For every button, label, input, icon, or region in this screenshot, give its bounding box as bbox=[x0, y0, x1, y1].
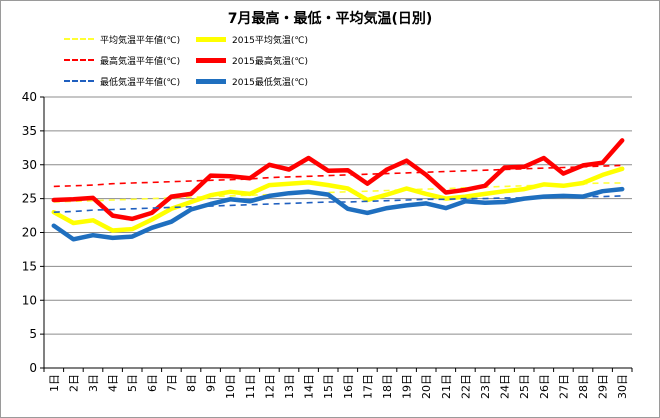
legend-item-min-2015: 2015最低気温(℃) bbox=[196, 72, 308, 90]
xtick-label-13: 13日 bbox=[283, 374, 296, 399]
legend-label-min-2015: 2015最低気温(℃) bbox=[232, 77, 309, 88]
xtick-label-2: 2日 bbox=[67, 374, 80, 392]
xtick-label-28: 28日 bbox=[577, 374, 590, 399]
legend-swatch-avg-normal bbox=[64, 38, 94, 40]
xtick-label-5: 5日 bbox=[126, 374, 139, 392]
axes: 0 5 10 15 20 25 30 35 40 1日 2日 3日 4日 5日 6日 7日 8日 9日 10日 11日… bbox=[22, 90, 633, 399]
legend-label-max-normal: 最高気温平年値(℃) bbox=[100, 56, 181, 67]
xtick-label-8: 8日 bbox=[185, 374, 198, 392]
legend-swatch-min-2015 bbox=[196, 78, 226, 84]
legend-label-avg-2015: 2015平均気温(℃) bbox=[232, 35, 309, 46]
legend-swatch-max-2015 bbox=[196, 57, 226, 63]
chart-legend: 平均気温平年値(℃) 2015平均気温(℃) 最高気温平年値(℃) 2015最高… bbox=[0, 0, 660, 95]
xtick-label-7: 7日 bbox=[165, 374, 178, 392]
chart-title: 7月最高・最低・平均気温(日別) bbox=[227, 11, 433, 27]
xtick-label-29: 29日 bbox=[597, 374, 610, 399]
ytick-label-25: 25 bbox=[22, 192, 37, 206]
legend-item-avg-normal: 平均気温平年値(℃) bbox=[64, 30, 180, 48]
ytick-label-35: 35 bbox=[22, 124, 37, 138]
series-line-0 bbox=[53, 182, 623, 203]
ytick-label-10: 10 bbox=[22, 293, 37, 307]
ytick-label-5: 5 bbox=[29, 327, 37, 341]
xtick-label-15: 15日 bbox=[322, 374, 335, 399]
series-line-2 bbox=[53, 164, 623, 188]
xtick-label-21: 21日 bbox=[440, 374, 453, 399]
xtick-label-14: 14日 bbox=[303, 374, 316, 399]
series-lines bbox=[51, 138, 625, 242]
series-line-3 bbox=[51, 138, 625, 222]
xtick-label-6: 6日 bbox=[146, 374, 159, 392]
xtick-label-10: 10日 bbox=[224, 374, 237, 399]
xtick-label-24: 24日 bbox=[499, 374, 512, 399]
xtick-label-16: 16日 bbox=[342, 374, 355, 399]
legend-item-max-normal: 最高気温平年値(℃) bbox=[64, 51, 180, 69]
legend-item-min-normal: 最低気温平年値(℃) bbox=[64, 72, 180, 90]
legend-label-avg-normal: 平均気温平年値(℃) bbox=[100, 35, 181, 46]
series-line-1 bbox=[51, 166, 625, 233]
legend-item-avg-2015: 2015平均気温(℃) bbox=[196, 30, 308, 48]
xtick-label-20: 20日 bbox=[420, 374, 433, 399]
xtick-label-22: 22日 bbox=[459, 374, 472, 399]
legend-swatch-avg-2015 bbox=[196, 36, 226, 42]
ytick-label-40: 40 bbox=[22, 90, 37, 104]
xtick-label-17: 17日 bbox=[361, 374, 374, 399]
xtick-label-3: 3日 bbox=[87, 374, 100, 392]
xtick-label-9: 9日 bbox=[205, 374, 218, 392]
xtick-label-23: 23日 bbox=[479, 374, 492, 399]
legend-label-min-normal: 最低気温平年値(℃) bbox=[100, 77, 181, 88]
grid bbox=[44, 96, 632, 369]
ytick-label-20: 20 bbox=[22, 226, 37, 240]
legend-swatch-min-normal bbox=[64, 80, 94, 82]
legend-label-max-2015: 2015最高気温(℃) bbox=[232, 56, 309, 67]
xtick-label-18: 18日 bbox=[381, 374, 394, 399]
xtick-label-11: 11日 bbox=[244, 374, 257, 399]
legend-swatch-max-normal bbox=[64, 59, 94, 61]
ytick-label-0: 0 bbox=[29, 361, 37, 375]
ytick-label-30: 30 bbox=[22, 158, 37, 172]
ytick-label-15: 15 bbox=[22, 259, 37, 273]
xtick-label-27: 27日 bbox=[557, 374, 570, 399]
xtick-label-12: 12日 bbox=[263, 374, 276, 399]
xtick-label-19: 19日 bbox=[401, 374, 414, 399]
xtick-label-26: 26日 bbox=[538, 374, 551, 399]
xtick-label-1: 1日 bbox=[48, 374, 61, 392]
series-line-5 bbox=[51, 186, 625, 242]
xtick-label-25: 25日 bbox=[518, 374, 531, 399]
xtick-label-4: 4日 bbox=[107, 374, 120, 392]
legend-item-max-2015: 2015最高気温(℃) bbox=[196, 51, 308, 69]
xtick-label-30: 30日 bbox=[616, 374, 629, 399]
